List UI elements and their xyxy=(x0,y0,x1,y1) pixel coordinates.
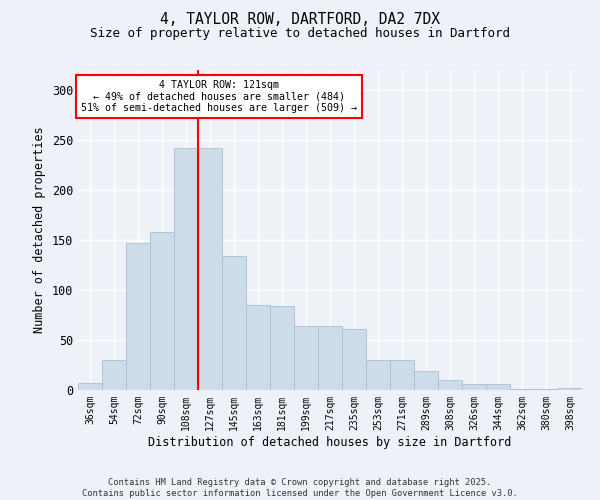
Text: 4, TAYLOR ROW, DARTFORD, DA2 7DX: 4, TAYLOR ROW, DARTFORD, DA2 7DX xyxy=(160,12,440,28)
Bar xyxy=(102,360,126,390)
Bar xyxy=(246,305,270,390)
Bar xyxy=(390,360,414,390)
Bar xyxy=(270,306,294,390)
Bar xyxy=(294,326,318,390)
Bar xyxy=(150,232,174,390)
Bar xyxy=(510,389,534,390)
Bar xyxy=(174,148,198,390)
Text: Contains HM Land Registry data © Crown copyright and database right 2025.
Contai: Contains HM Land Registry data © Crown c… xyxy=(82,478,518,498)
Bar xyxy=(414,371,438,390)
Y-axis label: Number of detached properties: Number of detached properties xyxy=(33,126,46,334)
Bar xyxy=(438,380,462,390)
Text: Size of property relative to detached houses in Dartford: Size of property relative to detached ho… xyxy=(90,28,510,40)
Bar xyxy=(534,389,558,390)
Bar xyxy=(198,148,222,390)
Bar xyxy=(558,388,582,390)
Bar xyxy=(78,383,102,390)
Bar xyxy=(342,329,366,390)
Text: 4 TAYLOR ROW: 121sqm
← 49% of detached houses are smaller (484)
51% of semi-deta: 4 TAYLOR ROW: 121sqm ← 49% of detached h… xyxy=(81,80,357,113)
Bar xyxy=(366,360,390,390)
Bar xyxy=(126,243,150,390)
Bar xyxy=(462,384,486,390)
Bar xyxy=(222,256,246,390)
Bar xyxy=(486,384,510,390)
X-axis label: Distribution of detached houses by size in Dartford: Distribution of detached houses by size … xyxy=(148,436,512,448)
Bar xyxy=(318,326,342,390)
